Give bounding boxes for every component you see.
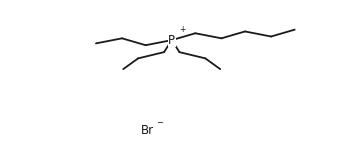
Text: +: + bbox=[179, 25, 186, 34]
Text: −: − bbox=[156, 118, 163, 127]
Text: P: P bbox=[168, 34, 175, 47]
Text: Br: Br bbox=[141, 124, 154, 137]
